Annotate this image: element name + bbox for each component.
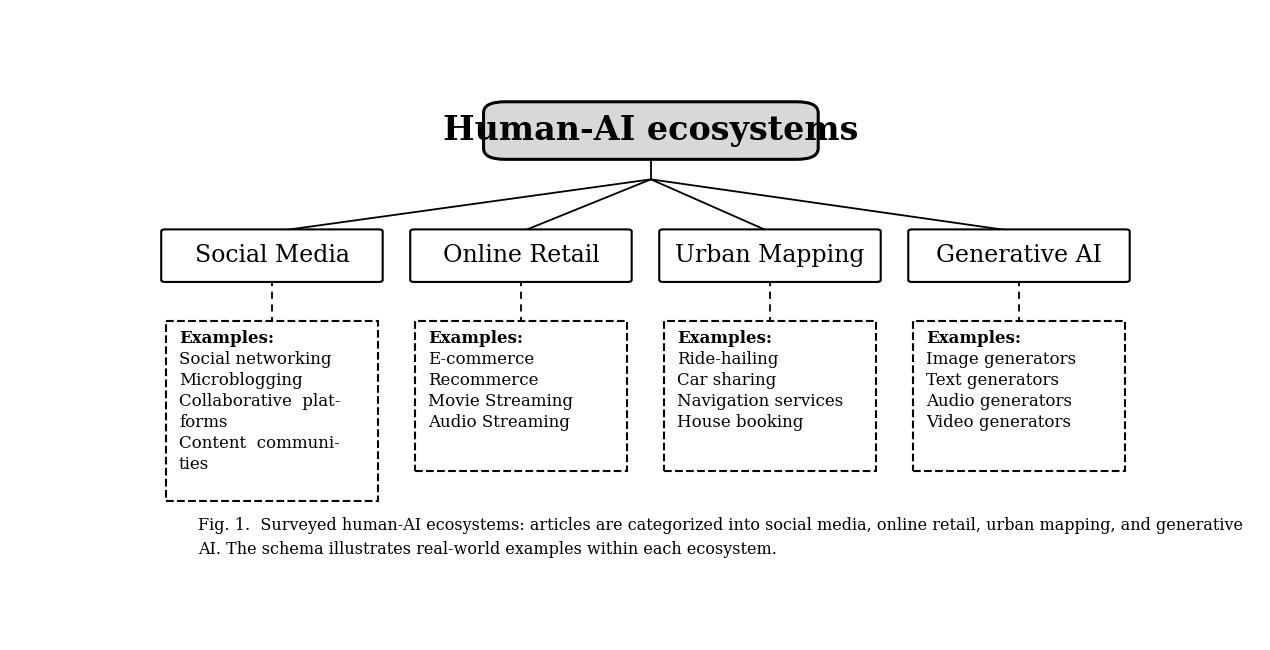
Text: Ride-hailing: Ride-hailing (677, 351, 779, 368)
Text: Microblogging: Microblogging (179, 372, 302, 389)
Text: Movie Streaming: Movie Streaming (428, 393, 573, 410)
Text: E-commerce: E-commerce (428, 351, 535, 368)
Text: ties: ties (179, 456, 210, 473)
Text: Social networking: Social networking (179, 351, 331, 368)
FancyBboxPatch shape (166, 320, 377, 501)
FancyBboxPatch shape (415, 320, 627, 471)
Text: House booking: House booking (677, 414, 804, 431)
Text: Audio Streaming: Audio Streaming (428, 414, 570, 431)
Text: Audio generators: Audio generators (926, 393, 1072, 410)
Text: Generative AI: Generative AI (936, 244, 1102, 267)
FancyBboxPatch shape (161, 229, 382, 282)
FancyBboxPatch shape (913, 320, 1125, 471)
Text: Online Retail: Online Retail (442, 244, 599, 267)
Text: Recommerce: Recommerce (428, 372, 538, 389)
FancyBboxPatch shape (659, 229, 880, 282)
Text: Text generators: Text generators (926, 372, 1059, 389)
Text: Image generators: Image generators (926, 351, 1076, 368)
Text: Navigation services: Navigation services (677, 393, 843, 410)
Text: Collaborative  plat-: Collaborative plat- (179, 393, 340, 410)
Text: Examples:: Examples: (677, 330, 772, 346)
Text: Examples:: Examples: (428, 330, 523, 346)
Text: Car sharing: Car sharing (677, 372, 776, 389)
Text: Social Media: Social Media (194, 244, 349, 267)
Text: forms: forms (179, 414, 227, 431)
Text: Fig. 1.  Surveyed human-AI ecosystems: articles are categorized into social medi: Fig. 1. Surveyed human-AI ecosystems: ar… (198, 517, 1243, 558)
FancyBboxPatch shape (908, 229, 1130, 282)
Text: Human-AI ecosystems: Human-AI ecosystems (443, 114, 859, 147)
FancyBboxPatch shape (484, 102, 818, 159)
FancyBboxPatch shape (664, 320, 876, 471)
Text: Examples:: Examples: (926, 330, 1021, 346)
Text: Video generators: Video generators (926, 414, 1071, 431)
Text: Examples:: Examples: (179, 330, 274, 346)
Text: Urban Mapping: Urban Mapping (676, 244, 865, 267)
Text: Content  communi-: Content communi- (179, 435, 339, 452)
FancyBboxPatch shape (410, 229, 631, 282)
